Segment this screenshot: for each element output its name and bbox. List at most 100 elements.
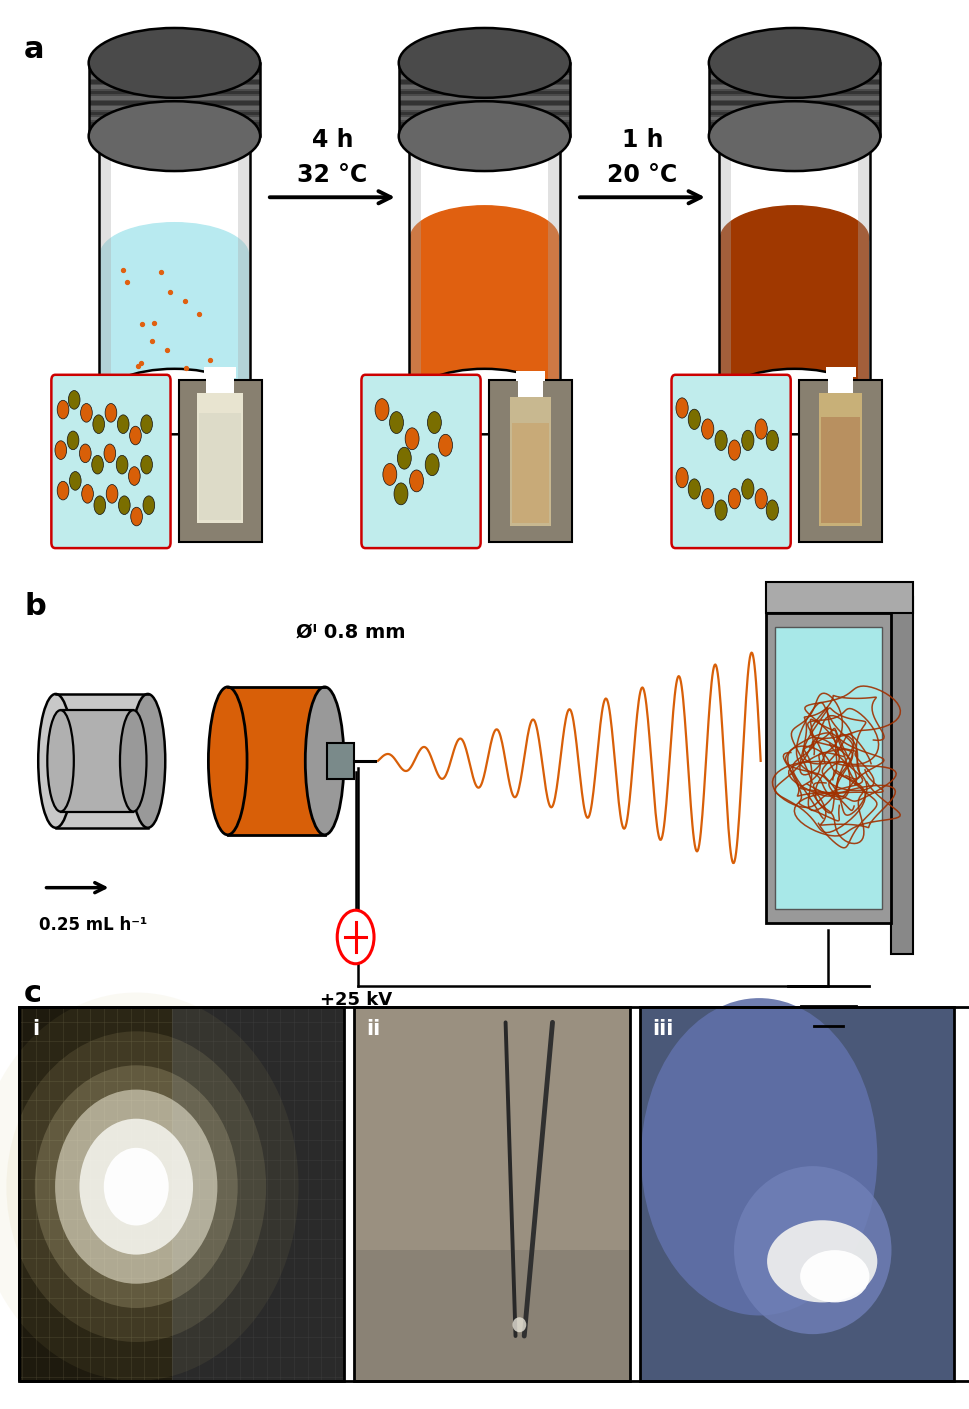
Ellipse shape xyxy=(734,1167,891,1334)
Bar xyxy=(89,96,260,100)
Ellipse shape xyxy=(715,500,727,520)
Bar xyxy=(708,132,880,137)
Ellipse shape xyxy=(104,1148,169,1226)
Bar xyxy=(89,63,260,137)
Text: c: c xyxy=(24,979,43,1009)
Text: a: a xyxy=(24,35,45,65)
Bar xyxy=(19,1007,344,1381)
Bar xyxy=(172,1007,344,1381)
Ellipse shape xyxy=(89,101,260,170)
Ellipse shape xyxy=(766,430,778,451)
Bar xyxy=(708,80,880,83)
Text: +25 kV: +25 kV xyxy=(320,991,391,1009)
Bar xyxy=(99,120,250,402)
Bar xyxy=(708,101,880,104)
Bar xyxy=(708,65,880,68)
Ellipse shape xyxy=(399,28,570,97)
Ellipse shape xyxy=(427,411,441,434)
Ellipse shape xyxy=(720,206,868,271)
Ellipse shape xyxy=(375,399,389,420)
Bar xyxy=(399,80,570,83)
Bar xyxy=(708,75,880,79)
Text: 32 °C: 32 °C xyxy=(297,163,367,187)
Text: 4 h: 4 h xyxy=(312,128,353,152)
Ellipse shape xyxy=(641,998,877,1316)
Ellipse shape xyxy=(390,411,403,434)
Bar xyxy=(89,117,260,120)
Text: ii: ii xyxy=(366,1019,381,1038)
FancyBboxPatch shape xyxy=(51,375,171,548)
Bar xyxy=(89,80,260,83)
Bar xyxy=(708,127,880,131)
Ellipse shape xyxy=(715,430,727,451)
Ellipse shape xyxy=(67,431,78,449)
Text: 1 h: 1 h xyxy=(622,128,663,152)
Ellipse shape xyxy=(99,369,249,434)
Bar xyxy=(206,378,234,393)
Ellipse shape xyxy=(117,414,129,434)
Ellipse shape xyxy=(92,455,104,473)
Ellipse shape xyxy=(143,496,155,514)
Ellipse shape xyxy=(719,369,869,434)
Bar xyxy=(821,417,860,524)
Ellipse shape xyxy=(7,1031,266,1341)
Bar xyxy=(510,397,551,527)
Bar xyxy=(516,371,545,380)
Ellipse shape xyxy=(93,414,105,434)
Ellipse shape xyxy=(719,87,869,152)
Ellipse shape xyxy=(394,483,408,504)
Bar xyxy=(399,111,570,116)
Bar xyxy=(775,627,882,909)
Ellipse shape xyxy=(305,688,344,834)
Bar xyxy=(89,106,260,110)
Ellipse shape xyxy=(399,101,570,170)
Bar xyxy=(489,380,572,542)
Ellipse shape xyxy=(79,1119,193,1254)
Ellipse shape xyxy=(0,992,298,1381)
Text: Øᴵ 0.8 mm: Øᴵ 0.8 mm xyxy=(296,623,406,641)
Text: iii: iii xyxy=(652,1019,673,1038)
Ellipse shape xyxy=(688,409,701,430)
Bar xyxy=(200,413,240,520)
Ellipse shape xyxy=(766,500,778,520)
Bar xyxy=(826,366,856,378)
Ellipse shape xyxy=(38,693,74,828)
Bar xyxy=(828,378,854,393)
Bar xyxy=(89,69,260,73)
Bar xyxy=(89,101,260,104)
Bar xyxy=(708,63,880,137)
Ellipse shape xyxy=(105,403,117,423)
Ellipse shape xyxy=(439,434,453,457)
Bar xyxy=(89,86,260,89)
Ellipse shape xyxy=(729,489,740,509)
Bar xyxy=(19,1007,969,1381)
Bar xyxy=(399,132,570,137)
Ellipse shape xyxy=(47,710,74,812)
Ellipse shape xyxy=(397,447,411,469)
Ellipse shape xyxy=(767,1220,877,1302)
Ellipse shape xyxy=(99,87,249,152)
Bar xyxy=(409,120,422,402)
Ellipse shape xyxy=(405,428,419,449)
Bar xyxy=(204,368,235,378)
Ellipse shape xyxy=(425,454,439,476)
Bar xyxy=(640,1007,954,1381)
Ellipse shape xyxy=(708,101,880,170)
Ellipse shape xyxy=(141,414,152,434)
Ellipse shape xyxy=(35,1065,237,1308)
Bar xyxy=(19,1007,172,1381)
Text: i: i xyxy=(32,1019,39,1038)
Bar xyxy=(399,90,570,94)
Bar xyxy=(720,238,868,402)
Bar xyxy=(719,120,732,402)
Ellipse shape xyxy=(409,369,559,434)
Bar xyxy=(399,65,570,68)
Bar xyxy=(101,255,248,402)
Ellipse shape xyxy=(70,472,81,490)
Bar xyxy=(518,380,543,397)
Bar xyxy=(819,393,862,527)
Ellipse shape xyxy=(755,418,767,440)
Bar xyxy=(399,117,570,120)
Bar xyxy=(89,90,260,94)
Bar xyxy=(354,1007,630,1381)
